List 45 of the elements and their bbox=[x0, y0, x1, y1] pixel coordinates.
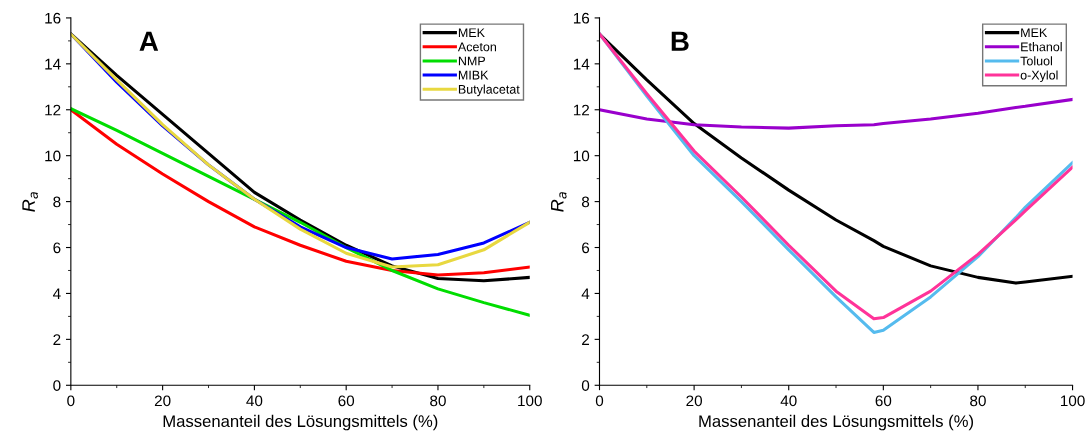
y-tick-label: 16 bbox=[45, 12, 61, 24]
x-tick-label: 80 bbox=[430, 395, 446, 407]
x-axis-title: Massenanteil des Lösungsmittels (%) bbox=[699, 414, 974, 431]
x-tick-label: 20 bbox=[686, 395, 703, 407]
y-tick-label: 12 bbox=[573, 104, 590, 116]
x-axis-title: Massenanteil des Lösungsmittels (%) bbox=[163, 414, 438, 431]
x-tick-label: 40 bbox=[780, 395, 797, 407]
y-tick-label: 0 bbox=[53, 380, 61, 391]
annotation: A bbox=[139, 31, 159, 51]
y-tick-label: 14 bbox=[45, 58, 61, 70]
x-tick-label: 100 bbox=[1060, 395, 1085, 407]
y-tick-label: 4 bbox=[581, 288, 590, 299]
y-axis-title: R$_{a}$ bbox=[22, 192, 38, 212]
legend-label: MEK bbox=[458, 28, 485, 37]
y-tick-label: 12 bbox=[45, 104, 61, 116]
y-axis-title: R$_{a}$ bbox=[551, 192, 567, 212]
annotation: B bbox=[671, 31, 689, 51]
x-tick-label: 80 bbox=[970, 395, 986, 407]
x-tick-label: 100 bbox=[518, 395, 542, 407]
x-tick-label: 0 bbox=[595, 395, 604, 407]
y-tick-label: 10 bbox=[45, 150, 61, 162]
y-tick-label: 6 bbox=[582, 242, 590, 254]
legend-label: Butylacetat bbox=[458, 84, 520, 97]
x-tick-label: 60 bbox=[338, 395, 355, 407]
x-tick-label: 40 bbox=[246, 395, 263, 407]
y-tick-label: 6 bbox=[53, 242, 61, 254]
y-tick-label: 4 bbox=[52, 288, 61, 299]
y-tick-label: 0 bbox=[581, 380, 590, 391]
legend-label: o-Xylol bbox=[1020, 70, 1058, 83]
x-tick-label: 0 bbox=[67, 395, 75, 407]
legend-label: Toluol bbox=[1020, 56, 1052, 66]
y-tick-label: 10 bbox=[573, 150, 590, 162]
legend-label: NMP bbox=[458, 56, 486, 66]
x-tick-label: 60 bbox=[875, 395, 892, 407]
legend-label: Aceton bbox=[457, 42, 497, 52]
y-tick-label: 16 bbox=[573, 12, 590, 24]
legend-label: MIBK bbox=[458, 70, 489, 80]
y-tick-label: 2 bbox=[582, 334, 590, 345]
y-tick-label: 8 bbox=[53, 196, 61, 208]
y-tick-label: 2 bbox=[53, 334, 61, 345]
y-tick-label: 14 bbox=[573, 58, 590, 70]
legend-label: MEK bbox=[1021, 28, 1048, 37]
y-tick-label: 8 bbox=[581, 196, 590, 208]
x-tick-label: 20 bbox=[154, 395, 171, 407]
legend-label: Ethanol bbox=[1021, 42, 1062, 52]
